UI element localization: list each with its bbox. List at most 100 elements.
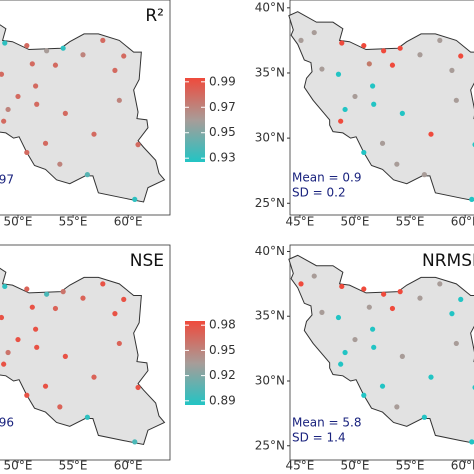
station-point: [371, 101, 377, 107]
colorbar-label: 0.92: [209, 368, 236, 382]
annotation: Mean = 0.97: [0, 173, 14, 187]
panel: [289, 244, 474, 461]
station-point: [29, 61, 35, 67]
station-point: [421, 414, 427, 420]
x-tick-label: 50°E: [341, 459, 370, 473]
station-point: [0, 314, 5, 321]
station-point: [428, 131, 434, 137]
station-point: [5, 106, 11, 113]
station-point: [15, 93, 21, 100]
station-point: [366, 304, 372, 310]
station-point: [389, 62, 396, 68]
station-point: [298, 37, 304, 43]
colorbar-label: 0.97: [209, 100, 236, 114]
station-point: [24, 392, 30, 398]
station-point: [361, 392, 367, 398]
station-point: [319, 66, 325, 72]
station-point: [361, 286, 367, 292]
colorbar: [185, 321, 205, 405]
station-point: [80, 295, 86, 301]
station-point: [437, 37, 443, 43]
station-point: [62, 353, 68, 359]
station-point: [319, 309, 325, 315]
station-point: [44, 48, 50, 54]
station-point: [361, 43, 367, 49]
station-point: [370, 326, 376, 332]
annotation: Mean = 5.8: [292, 416, 361, 430]
y-tick-label: 25°N: [255, 438, 285, 452]
x-tick-label: 45°E: [285, 459, 314, 473]
station-point: [116, 340, 122, 347]
station-point: [84, 172, 90, 178]
station-point: [24, 149, 30, 156]
station-point: [352, 336, 358, 343]
station-point: [112, 67, 118, 73]
station-point: [449, 311, 455, 317]
station-point: [80, 52, 86, 58]
station-point: [397, 289, 403, 295]
station-point: [0, 71, 5, 77]
station-point: [42, 383, 49, 389]
panel: [0, 244, 170, 461]
station-point: [453, 340, 459, 347]
y-tick-label: 40°N: [255, 0, 285, 14]
station-point: [379, 383, 386, 389]
station-point: [121, 296, 127, 302]
station-point: [342, 349, 348, 356]
station-point: [52, 62, 59, 68]
station-point: [100, 37, 106, 43]
station-point: [33, 83, 39, 89]
station-point: [57, 161, 63, 167]
x-tick-label: 55°E: [396, 215, 425, 229]
station-point: [417, 295, 423, 301]
station-point: [34, 344, 40, 350]
station-point: [42, 140, 49, 146]
station-point: [399, 110, 405, 116]
station-point: [62, 110, 68, 116]
colorbar-label: 0.95: [209, 125, 236, 139]
station-point: [417, 52, 423, 58]
annotation: Mean = 0.96: [0, 416, 14, 430]
colorbar-label: 0.89: [209, 393, 236, 407]
station-point: [91, 131, 97, 137]
station-point: [335, 314, 342, 321]
panel: [289, 0, 474, 216]
y-tick-label: 35°N: [255, 65, 285, 79]
station-point: [335, 71, 342, 77]
colorbar-label: 0.95: [209, 343, 236, 357]
station-point: [421, 172, 427, 178]
x-tick-label: 60°E: [451, 459, 474, 473]
station-point: [91, 374, 97, 380]
station-point: [437, 281, 443, 287]
x-tick-label: 55°E: [396, 459, 425, 473]
station-point: [60, 45, 66, 51]
station-point: [394, 161, 400, 167]
station-point: [381, 291, 387, 297]
station-point: [34, 101, 40, 107]
panel-title: NRMSE: [422, 251, 474, 271]
annotation: SD = 0.2: [292, 186, 346, 200]
station-point: [15, 336, 21, 343]
station-point: [379, 140, 386, 146]
station-point: [458, 53, 464, 59]
colorbar: [185, 78, 205, 162]
panel: [0, 0, 170, 216]
station-point: [5, 349, 11, 356]
x-tick-label: 60°E: [114, 215, 143, 229]
station-point: [2, 283, 8, 290]
panel-title: R²: [145, 6, 164, 26]
station-point: [60, 289, 66, 295]
station-point: [2, 40, 8, 46]
x-tick-label: 50°E: [341, 215, 370, 229]
colorbar-label: 0.99: [209, 74, 236, 88]
x-tick-label: 50°E: [4, 459, 33, 473]
y-tick-label: 30°N: [255, 373, 285, 387]
station-point: [338, 118, 344, 124]
station-point: [366, 61, 372, 67]
station-point: [121, 53, 127, 59]
station-point: [339, 283, 345, 290]
station-point: [361, 149, 367, 156]
station-point: [24, 43, 30, 49]
x-tick-label: 60°E: [451, 215, 474, 229]
